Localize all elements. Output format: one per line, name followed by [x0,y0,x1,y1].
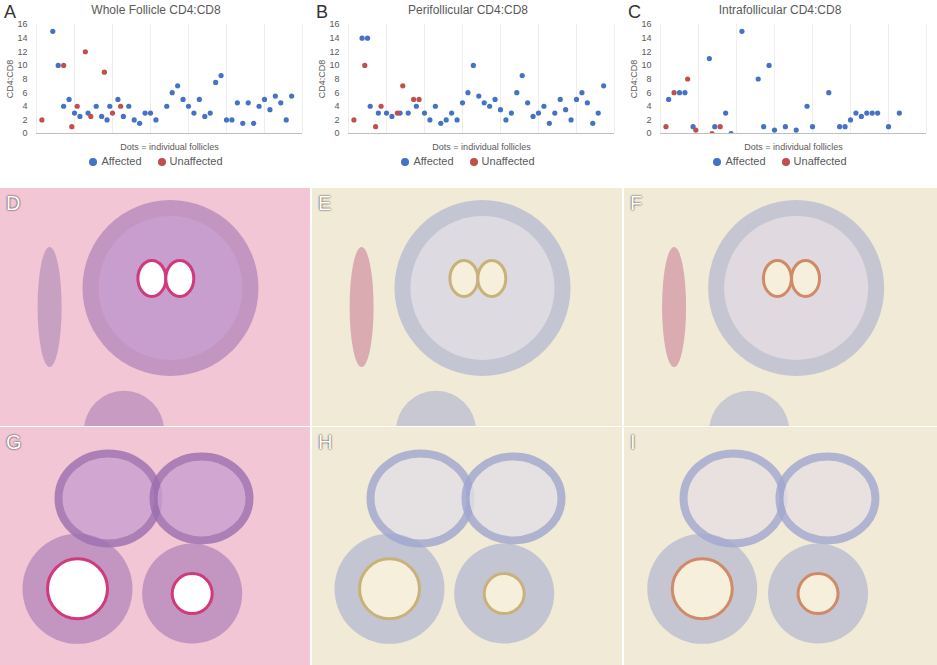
svg-text:CD4:CD8: CD4:CD8 [317,60,327,99]
html-text:G: G [6,431,22,453]
html-text:Whole Follicle CD4:CD8: Whole Follicle CD4:CD8 [91,3,221,17]
html-text:Affected: Affected [725,155,766,167]
svg-text:12: 12 [329,47,339,57]
svg-text:CD4:CD8: CD4:CD8 [629,60,639,99]
svg-text:2: 2 [334,115,339,125]
svg-text:Dots = individual follicles: Dots = individual follicles [432,142,531,152]
html-text:F: F [630,192,643,214]
svg-text:0: 0 [334,128,339,138]
html-text:Affected: Affected [101,155,142,167]
html-text:Perifollicular CD4:CD8: Perifollicular CD4:CD8 [408,3,528,17]
html-text:H: H [318,431,333,453]
svg-text:8: 8 [334,74,339,84]
svg-text:16: 16 [641,19,651,29]
html-text:Unaffected: Unaffected [169,155,223,167]
svg-text:6: 6 [22,88,27,98]
svg-text:6: 6 [334,88,339,98]
svg-text:2: 2 [22,115,27,125]
html-text:C: C [628,2,641,22]
svg-text:16: 16 [329,19,339,29]
svg-text:8: 8 [22,74,27,84]
svg-text:14: 14 [641,33,651,43]
svg-text:Dots = individual follicles: Dots = individual follicles [744,142,843,152]
svg-text:8: 8 [646,74,651,84]
html-text:Affected: Affected [413,155,454,167]
html-text:Unaffected: Unaffected [793,155,847,167]
html-text:Unaffected: Unaffected [481,155,535,167]
svg-text:10: 10 [641,60,651,70]
svg-text:6: 6 [646,88,651,98]
svg-text:12: 12 [17,47,27,57]
html-text:E: E [318,192,332,214]
html-text:B: B [316,2,328,22]
svg-text:Dots = individual follicles: Dots = individual follicles [120,142,219,152]
html-text:D: D [6,192,21,214]
svg-text:10: 10 [17,60,27,70]
html-text:I: I [630,431,636,453]
html-text:Intrafollicular CD4:CD8: Intrafollicular CD4:CD8 [718,3,842,17]
svg-text:14: 14 [17,33,27,43]
svg-text:16: 16 [17,19,27,29]
svg-text:4: 4 [334,101,339,111]
svg-text:2: 2 [646,115,651,125]
svg-text:12: 12 [641,47,651,57]
svg-text:10: 10 [329,60,339,70]
html-text:A: A [4,2,16,22]
svg-text:14: 14 [329,33,339,43]
svg-text:0: 0 [646,128,651,138]
svg-text:4: 4 [646,101,651,111]
svg-text:4: 4 [22,101,27,111]
svg-text:CD4:CD8: CD4:CD8 [5,60,15,99]
svg-text:0: 0 [22,128,27,138]
